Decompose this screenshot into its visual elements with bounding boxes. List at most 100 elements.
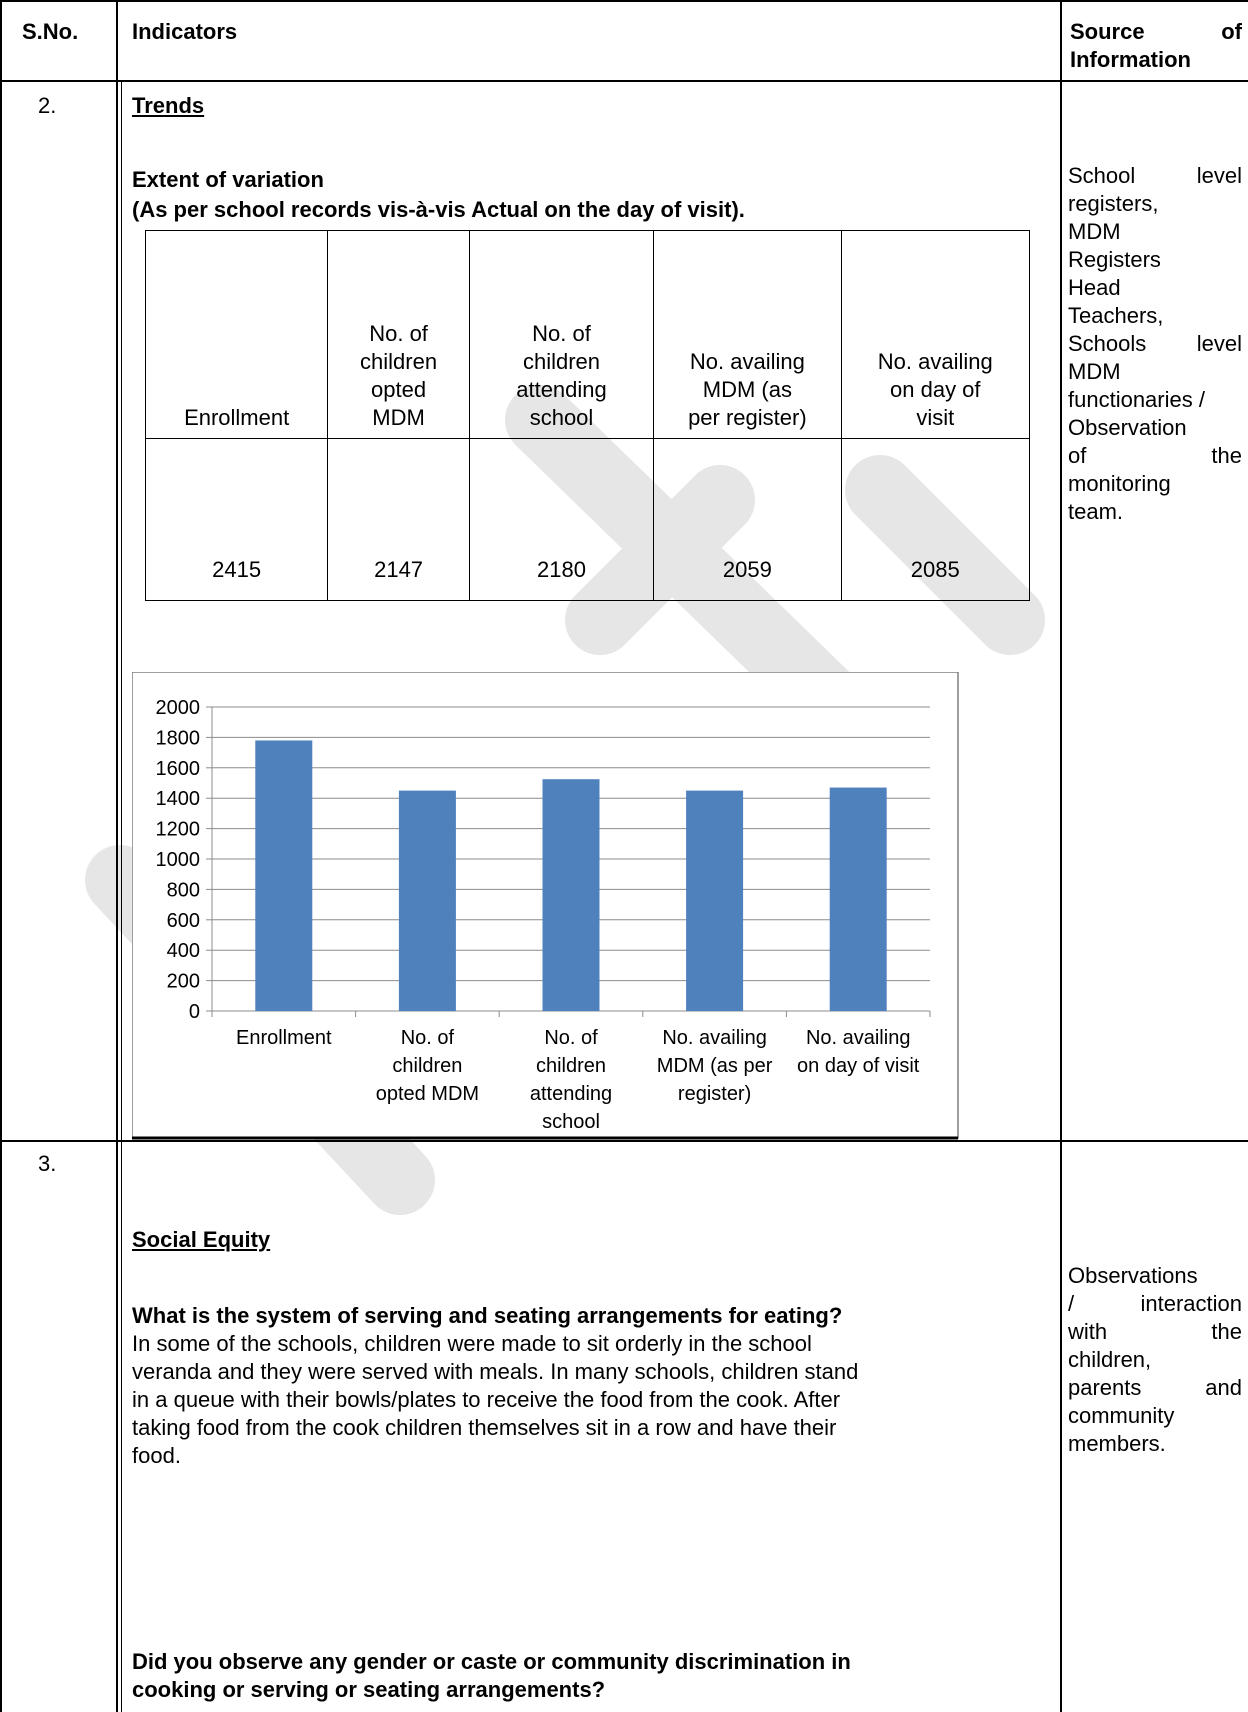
x-tick-label: school [542,1111,600,1133]
bar [829,787,887,1011]
answer-line: food. [132,1443,181,1468]
source-word: children, [1068,1347,1152,1372]
col-head-line: opted [371,377,427,402]
source-line: with the [1068,1318,1242,1346]
variation-header-row: Enrollment No. of children opted MDM No. of… [144,230,1031,439]
section-subtitle-2: (As per school records vis-à-vis Actual … [132,197,745,222]
source-line: Observations [1068,1262,1242,1290]
col-head-line: No. availing [689,349,805,374]
section-title-social-equity: Social Equity [132,1227,271,1252]
bar [542,779,600,1011]
col-head-line: attending [516,377,607,402]
variation-value-row: 2415 2147 2180 2059 2085 [144,438,1031,601]
row-number-3: 3. [38,1151,57,1176]
source-line: School level [1068,162,1242,190]
source-line: / interaction [1068,1290,1242,1318]
header-source: Source of Information [1070,18,1242,74]
bar-chart: 0 200 400 600 800 1000 1200 1400 1600 1800 2000 Enr… [132,672,959,1140]
source-line: Registers [1068,246,1242,274]
y-tick-label: 1400 [156,788,201,810]
source-word: members. [1068,1431,1166,1456]
source-word: functionaries / [1068,387,1205,412]
y-tick-label: 0 [189,1001,200,1023]
y-tick-label: 1000 [156,849,201,871]
x-tick-label: children [392,1055,462,1077]
source-line: Observation [1068,414,1242,442]
question-line: Did you observe any gender or caste or c… [132,1649,851,1674]
x-tick-label: No. of [544,1027,598,1049]
source-word: level [1196,163,1242,188]
col-head-line: children [360,349,438,374]
source-word: and [1205,1375,1242,1400]
source-word: level [1196,331,1242,356]
source-word: the [1211,1319,1242,1344]
source-word: MDM [1068,359,1121,384]
section-subtitle: Extent of variation [132,167,324,192]
source-line: MDM [1068,358,1242,386]
source-word: parents [1068,1375,1142,1400]
source-line: team. [1068,498,1242,526]
source-word: MDM [1068,219,1121,244]
answer-seating: In some of the schools, children were ma… [132,1330,1052,1470]
y-tick-label: 2000 [156,697,201,719]
value-cell: 2415 [144,438,329,601]
x-tick-label: No. of [401,1027,455,1049]
x-tick-label: No. availing [662,1027,767,1049]
source-line: functionaries / [1068,386,1242,414]
col-head-line: on day of [890,377,981,402]
col-head-line: visit [916,405,955,430]
col-head-line: No. availing [877,349,993,374]
col-head-line: MDM (as [702,377,792,402]
y-tick-label: 400 [167,940,200,962]
x-tick-label: No. availing [806,1027,911,1049]
source-line: children, [1068,1346,1242,1374]
value-cell: 2085 [840,438,1031,601]
variation-table: Enrollment No. of children opted MDM No. of… [144,230,1031,601]
col-head-cell: No. availing MDM (as per register) [653,230,842,439]
header-information: Information [1070,47,1191,72]
row-number-2: 2. [38,93,57,118]
source-line: members. [1068,1430,1242,1458]
x-tick-label: Enrollment [236,1027,332,1049]
source-line: of the [1068,442,1242,470]
question-discrimination: Did you observe any gender or caste or c… [132,1648,1052,1704]
answer-line: in a queue with their bowls/plates to re… [132,1387,841,1412]
col-head-line: children [522,349,601,374]
col-head-cell: Enrollment [144,230,329,439]
source-word: Observations [1068,1263,1198,1288]
col-head-cell: No. availing on day of visit [840,230,1031,439]
source-word: / [1068,1291,1075,1316]
x-tick-label: children [536,1055,606,1077]
x-tick-label: attending [530,1083,612,1105]
x-tick-label: on day of visit [797,1055,920,1077]
header-sno: S.No. [22,19,79,44]
header-source-word: Source [1070,19,1145,44]
source-word: team. [1068,499,1124,524]
table-border-top [0,0,1248,2]
source-word: monitoring [1068,471,1171,496]
x-tick-label: MDM (as per [657,1055,773,1077]
source-word: Head [1068,275,1121,300]
header-source-of: of [1221,19,1242,44]
source-info-row2: School level registers, MDM Registers Head Tea… [1068,162,1242,526]
source-word: School [1068,163,1136,188]
header-indicators: Indicators [132,19,238,44]
y-tick-label: 1200 [156,819,201,841]
col-head-line: Enrollment [184,405,290,430]
source-info-row3: Observations / interaction with the children,… [1068,1262,1242,1458]
source-word: community [1068,1403,1175,1428]
value-cell: 2059 [653,438,842,601]
source-word: interaction [1140,1291,1242,1316]
value-cell: 2180 [468,438,655,601]
col-head-cell: No. of children attending school [468,230,655,439]
source-word: of [1068,443,1087,468]
source-line: parents and [1068,1374,1242,1402]
header-divider [0,80,1248,82]
answer-line: In some of the schools, children were ma… [132,1331,812,1356]
x-tick-label: opted MDM [376,1083,479,1105]
col-head-line: MDM [372,405,425,430]
source-line: registers, [1068,190,1242,218]
source-word: Registers [1068,247,1161,272]
table-border-left [0,0,2,1712]
